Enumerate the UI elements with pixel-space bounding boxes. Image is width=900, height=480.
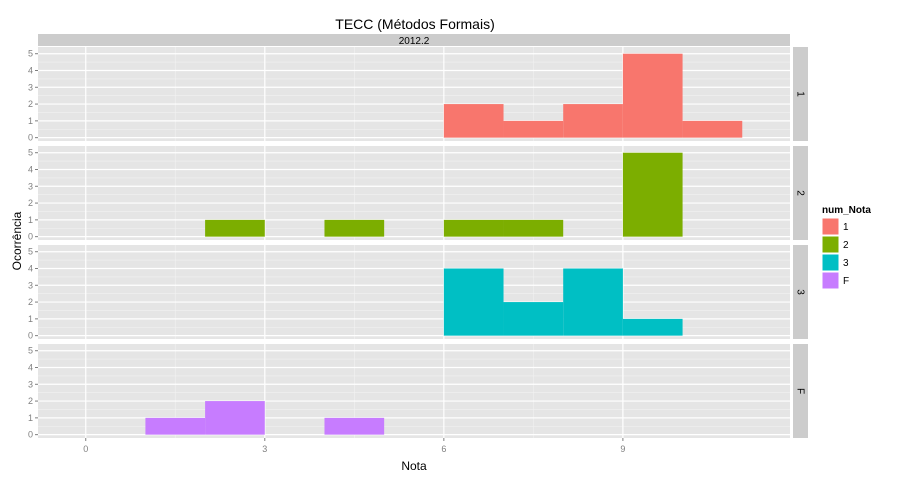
y-tick-label: 4	[28, 264, 33, 274]
histogram-bar	[563, 104, 623, 138]
y-tick-label: 3	[28, 379, 33, 389]
histogram-bar	[443, 104, 504, 138]
x-axis: 0 3 6 9	[83, 438, 625, 454]
facet-panels: 0 1 2 3 4 5 1 0 1 2 3 4 5 2 0 1 2 3 4 5 3 0 1 2 3 4 5 F	[28, 47, 808, 440]
y-tick-label: 0	[28, 133, 33, 143]
y-tick-label: 1	[28, 413, 33, 423]
panel-F: 0 1 2 3 4 5 F	[28, 344, 808, 440]
y-tick-label: 2	[28, 198, 33, 208]
histogram-bar	[622, 53, 683, 138]
facet-strip-label: 1	[795, 91, 806, 97]
facet-strip-label: F	[795, 388, 806, 394]
facet-strip-label: 2	[795, 190, 806, 196]
y-tick-label: 2	[28, 99, 33, 109]
y-tick-label: 3	[28, 181, 33, 191]
facet-strip-label: 3	[795, 289, 806, 295]
facet-strip	[793, 344, 808, 438]
panel-1: 0 1 2 3 4 5 1	[28, 47, 808, 143]
y-tick-label: 4	[28, 66, 33, 76]
y-tick-label: 1	[28, 215, 33, 225]
x-tick-label: 9	[620, 444, 625, 454]
legend-title: num_Nota	[822, 205, 871, 216]
legend: num_Nota 1 2 3 F	[821, 205, 871, 290]
histogram-bar	[503, 120, 564, 138]
y-tick-label: 5	[28, 148, 33, 158]
chart-title: TECC (Métodos Formais)	[335, 16, 494, 32]
legend-label: F	[843, 276, 849, 287]
legend-key	[821, 235, 840, 254]
x-tick-label: 3	[262, 444, 267, 454]
legend-key	[821, 217, 840, 236]
y-tick-label: 0	[28, 232, 33, 242]
y-tick-label: 1	[28, 116, 33, 126]
histogram-bar	[563, 268, 623, 336]
y-tick-label: 5	[28, 49, 33, 59]
legend-label: 1	[843, 222, 849, 233]
y-tick-label: 0	[28, 430, 33, 440]
y-tick-label: 1	[28, 314, 33, 324]
y-tick-label: 4	[28, 165, 33, 175]
y-tick-label: 3	[28, 82, 33, 92]
x-axis-label: Nota	[401, 459, 427, 473]
histogram-bar	[503, 219, 564, 237]
y-tick-label: 2	[28, 297, 33, 307]
y-tick-label: 4	[28, 363, 33, 373]
legend-label: 2	[843, 240, 849, 251]
legend-key	[821, 253, 840, 272]
histogram-bar	[503, 302, 564, 336]
histogram-bar	[324, 417, 385, 435]
histogram-bar	[622, 152, 683, 237]
y-tick-label: 5	[28, 346, 33, 356]
histogram-bar	[324, 219, 385, 237]
histogram-bar	[145, 417, 206, 435]
histogram-bar	[205, 219, 265, 237]
y-axis-label: Ocorrência	[10, 211, 24, 270]
panel-2: 0 1 2 3 4 5 2	[28, 146, 808, 242]
panel-3: 0 1 2 3 4 5 3	[28, 245, 808, 341]
histogram-bar	[205, 401, 265, 435]
y-tick-label: 3	[28, 280, 33, 290]
y-tick-label: 5	[28, 247, 33, 257]
column-strip-label: 2012.2	[399, 36, 430, 47]
legend-label: 3	[843, 258, 849, 269]
facet-strip	[793, 47, 808, 141]
column-strip	[38, 34, 790, 46]
histogram-bar	[443, 268, 504, 336]
legend-key	[821, 271, 840, 290]
x-tick-label: 0	[83, 444, 88, 454]
y-tick-label: 2	[28, 396, 33, 406]
facet-strip	[793, 245, 808, 339]
histogram-bar	[443, 219, 504, 237]
histogram-bar	[682, 120, 743, 138]
histogram-bar	[622, 318, 683, 336]
facet-strip	[793, 146, 808, 240]
x-tick-label: 6	[441, 444, 446, 454]
y-tick-label: 0	[28, 331, 33, 341]
